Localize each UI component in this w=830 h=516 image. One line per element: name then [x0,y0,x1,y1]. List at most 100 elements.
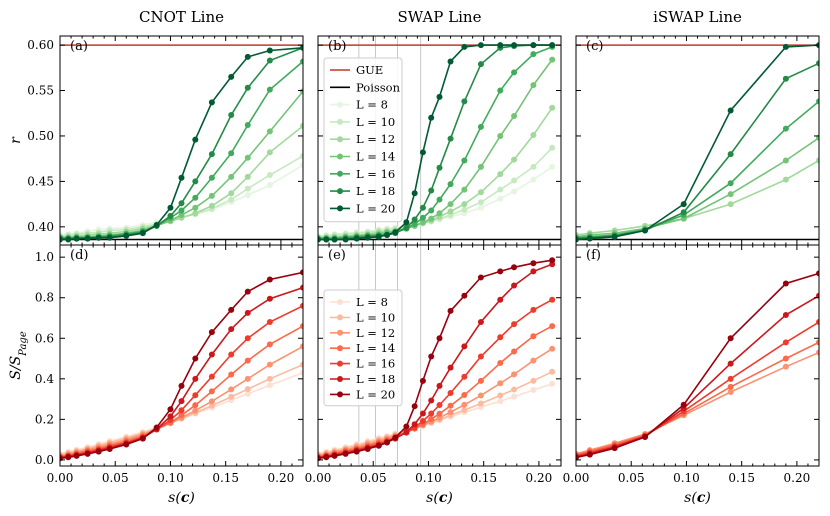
data-point [549,380,556,387]
data-point [403,429,410,436]
data-point [375,233,382,240]
data-point [727,180,734,187]
data-point [384,232,391,239]
x-tick-label: 0.20 [526,471,553,485]
data-point [300,44,303,51]
legend-box [323,289,403,407]
panel-b: (b) SWAP Line GUE Poisson L = 8 L = 10 L = 12 L… [317,8,562,246]
data-point [192,407,199,414]
data-point [208,174,215,181]
data-point [300,343,303,350]
data-point [300,58,303,65]
data-point [244,288,251,295]
y-tick-label: 0.60 [27,38,54,52]
data-point [392,229,399,236]
data-point [816,270,819,277]
data-point [477,189,484,196]
data-point [477,392,484,399]
data-point [323,454,330,461]
data-point [244,173,251,180]
data-point [300,269,303,276]
y-tick-label: 0.6 [35,331,54,345]
legend-marker [337,299,343,305]
data-point [436,335,443,342]
data-point [353,235,360,242]
data-point [782,311,789,318]
column-title: CNOT Line [139,8,224,26]
data-point [511,386,518,393]
y-axis-label: S/SPage [8,331,29,380]
data-point [477,319,484,326]
data-point [123,232,130,239]
data-point [511,112,518,119]
series-line-L14 [576,295,819,458]
data-point [727,151,734,158]
x-tick-label: 0.10 [157,471,184,485]
data-point [208,329,215,336]
data-point [530,163,537,170]
data-point [411,216,418,223]
data-point [300,302,303,309]
data-point [511,393,518,400]
data-point [364,445,371,452]
data-point [106,445,113,452]
data-point [300,88,303,95]
data-point [511,156,518,163]
data-point [447,135,454,142]
data-point [461,43,468,50]
data-point [436,196,443,203]
data-point [549,42,556,49]
data-point [477,400,484,407]
data-point [477,61,484,68]
data-point [727,107,734,114]
data-point [782,280,789,287]
data-point [680,209,687,216]
data-point [447,390,454,397]
data-point [586,235,593,242]
data-point [208,351,215,358]
legend-label: L = 10 [356,310,395,324]
x-tick-label: 0.00 [563,471,590,485]
data-point [549,368,556,375]
data-point [511,321,518,328]
data-point [228,326,235,333]
data-point [178,398,185,405]
y-tick-label: 0.45 [27,174,54,188]
legend-label: GUE [356,63,383,77]
data-point [228,73,235,80]
data-point [266,319,273,326]
series-line-L10 [576,137,819,238]
legend-label: L = 14 [356,341,395,355]
data-point [461,373,468,380]
panel-label: (b) [328,39,346,54]
data-point [428,114,435,121]
legend-label: L = 20 [356,201,395,215]
data-point [530,268,537,275]
data-point [192,178,199,185]
data-point [60,236,63,243]
panel-label: (a) [70,39,88,54]
x-tick-label: 0.20 [784,471,811,485]
data-point [95,234,102,241]
data-point [497,380,504,387]
panel-label: (f) [586,248,601,263]
data-point [816,98,819,105]
legend-label: L = 12 [356,326,395,340]
series-group [318,42,556,243]
column-title: SWAP Line [398,8,482,26]
series-line-L10 [60,155,303,237]
data-point [816,157,819,164]
data-point [106,234,113,241]
legend-marker [337,345,343,352]
data-point [300,162,303,169]
data-point [208,192,215,199]
legend-marker [337,188,343,195]
data-point [447,402,454,409]
data-point [816,339,819,346]
data-point [447,181,454,188]
data-point [123,441,130,448]
data-point [428,416,435,423]
column-title: iSWAP Line [653,8,742,26]
data-point [342,236,349,243]
legend-marker [337,118,343,125]
